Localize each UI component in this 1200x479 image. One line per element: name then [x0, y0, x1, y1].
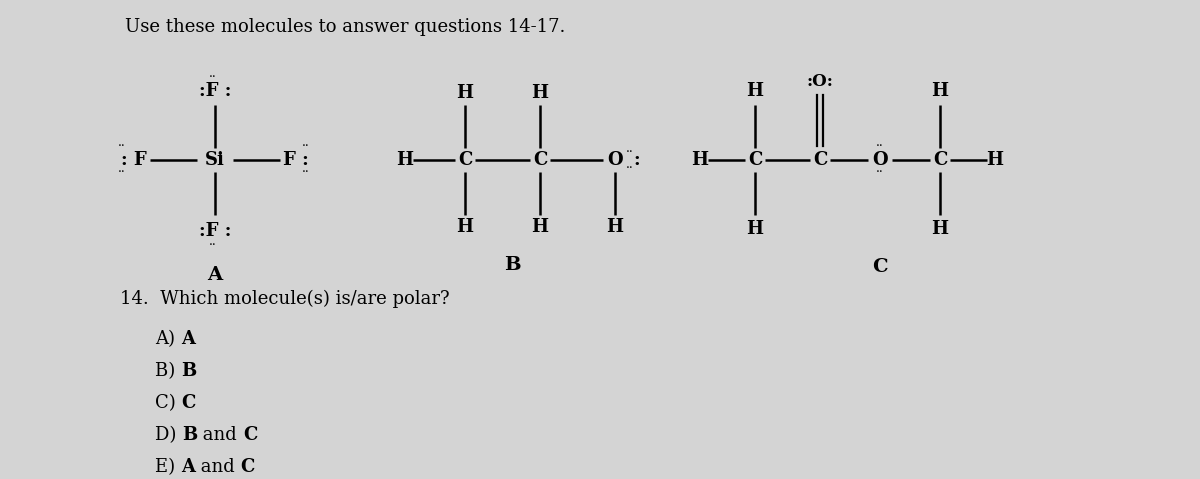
Text: C: C	[748, 151, 762, 169]
Text: ··: ··	[118, 167, 126, 180]
Text: ··: ··	[118, 140, 126, 153]
Text: H: H	[931, 82, 948, 100]
Text: H: H	[606, 218, 624, 236]
Text: :O:: :O:	[806, 72, 834, 90]
Text: ··: ··	[626, 161, 634, 174]
Text: C: C	[242, 426, 257, 444]
Text: B: B	[504, 256, 521, 274]
Text: H: H	[746, 82, 763, 100]
Text: B: B	[182, 426, 197, 444]
Text: A): A)	[155, 330, 181, 348]
Text: Si: Si	[205, 151, 224, 169]
Text: C: C	[812, 151, 827, 169]
Text: C: C	[872, 258, 888, 276]
Text: C: C	[181, 394, 196, 412]
Text: C: C	[458, 151, 472, 169]
Text: : F: : F	[121, 151, 146, 169]
Text: E): E)	[155, 458, 181, 476]
Text: ··: ··	[302, 140, 310, 153]
Text: D): D)	[155, 426, 182, 444]
Text: F :: F :	[283, 151, 308, 169]
Text: C): C)	[155, 394, 181, 412]
Text: ··: ··	[876, 140, 884, 153]
Text: :F :: :F :	[199, 82, 232, 100]
Text: ··: ··	[302, 167, 310, 180]
Text: O: O	[607, 151, 623, 169]
Text: ··: ··	[209, 239, 217, 251]
Text: H: H	[456, 218, 474, 236]
Text: A: A	[208, 266, 222, 284]
Text: :: :	[634, 151, 641, 169]
Text: H: H	[986, 151, 1003, 169]
Text: H: H	[532, 84, 548, 102]
Text: A: A	[181, 458, 194, 476]
Text: ··: ··	[626, 146, 634, 159]
Text: H: H	[532, 218, 548, 236]
Text: A: A	[181, 330, 194, 348]
Text: H: H	[691, 151, 708, 169]
Text: O: O	[872, 151, 888, 169]
Text: H: H	[456, 84, 474, 102]
Text: and: and	[197, 426, 242, 444]
Text: C: C	[240, 458, 254, 476]
Text: ··: ··	[876, 167, 884, 180]
Text: C: C	[533, 151, 547, 169]
Text: and: and	[194, 458, 240, 476]
Text: 14.  Which molecule(s) is/are polar?: 14. Which molecule(s) is/are polar?	[120, 290, 450, 308]
Text: B): B)	[155, 362, 181, 380]
Text: H: H	[396, 151, 414, 169]
Text: C: C	[932, 151, 947, 169]
Text: ··: ··	[209, 70, 217, 83]
Text: Use these molecules to answer questions 14-17.: Use these molecules to answer questions …	[125, 18, 565, 36]
Text: :F :: :F :	[199, 222, 232, 240]
Text: B: B	[181, 362, 197, 380]
Text: H: H	[931, 220, 948, 238]
Text: H: H	[746, 220, 763, 238]
